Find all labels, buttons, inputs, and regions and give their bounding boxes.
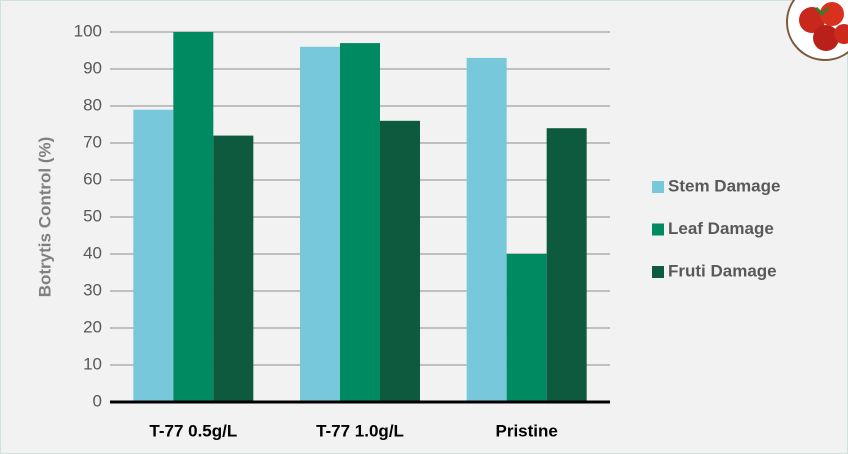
bar: [507, 254, 547, 402]
y-tick-label: 10: [83, 354, 102, 373]
bar: [380, 121, 420, 402]
y-tick-label: 0: [93, 391, 102, 410]
x-tick-label: T-77 0.5g/L: [149, 421, 237, 440]
legend-swatch: [652, 181, 664, 193]
bar: [133, 110, 173, 402]
x-tick-label: T-77 1.0g/L: [316, 421, 404, 440]
y-tick-label: 70: [83, 132, 102, 151]
legend-swatch: [652, 224, 664, 236]
y-axis-title: Botrytis Control (%): [35, 137, 54, 298]
bar: [340, 43, 380, 402]
x-tick-label: Pristine: [495, 421, 557, 440]
legend-label: Leaf Damage: [668, 219, 774, 238]
y-tick-label: 50: [83, 206, 102, 225]
bar: [300, 47, 340, 402]
y-tick-label: 60: [83, 169, 102, 188]
bar: [467, 58, 507, 402]
legend-swatch: [652, 266, 664, 278]
y-tick-label: 30: [83, 280, 102, 299]
chart: Botrytis Control (%) 0 10 20 30 40 50 60 70 80 90…: [0, 0, 848, 454]
y-tick-label: 20: [83, 317, 102, 336]
y-tick-label: 40: [83, 243, 102, 262]
y-tick-label: 80: [83, 95, 102, 114]
bar: [173, 32, 213, 402]
bar: [213, 136, 253, 402]
legend-label: Fruti Damage: [668, 261, 777, 280]
y-tick-label: 90: [83, 58, 102, 77]
legend-label: Stem Damage: [668, 176, 780, 195]
y-tick-label: 100: [74, 21, 102, 40]
bar: [547, 128, 587, 402]
